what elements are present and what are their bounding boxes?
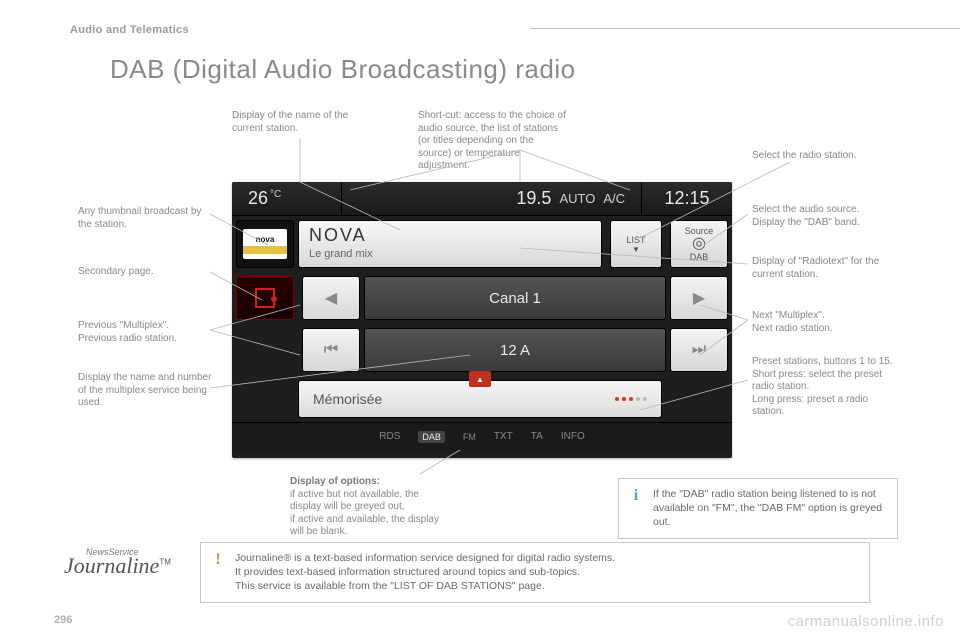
info-icon: i: [627, 487, 645, 505]
callout-mux: Display the name and number of the multi…: [78, 372, 218, 410]
section-label: Audio and Telematics: [70, 24, 890, 36]
callout-source: Select the audio source.Display the "DAB…: [752, 204, 902, 229]
prev-canal-button[interactable]: ◀: [302, 276, 360, 320]
page-title: DAB (Digital Audio Broadcasting) radio: [110, 54, 890, 85]
opt-fm[interactable]: FM: [463, 432, 476, 442]
preset-dots-icon: [615, 397, 647, 401]
callout-shortcut: Short-cut: access to the choice of audio…: [418, 110, 568, 173]
secondary-page-button[interactable]: [236, 276, 294, 320]
alert-icon: !: [209, 551, 227, 569]
callout-prev: Previous "Multiplex".Previous radio stat…: [78, 320, 218, 345]
antenna-icon: ◎: [692, 236, 706, 252]
station-sub-text: Le grand mix: [309, 248, 591, 260]
temp-readout[interactable]: 26°C: [232, 182, 342, 215]
options-bar[interactable]: RDS DAB FM TXT TA INFO: [232, 422, 732, 450]
opt-rds[interactable]: RDS: [379, 431, 400, 442]
preset-tab-icon: [469, 371, 491, 387]
info-journaline: ! Journaline® is a text-based informatio…: [200, 542, 870, 603]
callout-radiotext: Display of "Radiotext" for the current s…: [752, 256, 902, 281]
next-canal-button[interactable]: ▶: [670, 276, 728, 320]
prev-station-button[interactable]: ⏮: [302, 328, 360, 372]
preset-bar[interactable]: Mémorisée: [298, 380, 662, 418]
climate-readout[interactable]: 19.5 AUTO A/C: [342, 182, 642, 215]
watermark: carmanualsonline.info: [788, 613, 944, 630]
info-dab-fm: i If the "DAB" radio station being liste…: [618, 478, 898, 539]
station-info[interactable]: NOVA Le grand mix: [298, 220, 602, 268]
callout-next: Next "Multiplex".Next radio station.: [752, 310, 902, 335]
callout-options: Display of options: if active but not av…: [290, 476, 440, 539]
station-thumbnail[interactable]: nova: [236, 220, 294, 268]
screen-topbar[interactable]: 26°C 19.5 AUTO A/C 12:15: [232, 182, 732, 216]
source-button[interactable]: Source ◎ DAB: [670, 220, 728, 268]
station-name-text: NOVA: [309, 225, 591, 246]
canal-label: Canal 1: [364, 276, 666, 320]
callout-thumbnail: Any thumbnail broadcast by the station.: [78, 206, 218, 231]
callout-secondary: Secondary page.: [78, 266, 218, 279]
opt-info[interactable]: INFO: [561, 431, 585, 442]
mux-label: 12 A: [364, 328, 666, 372]
page-number: 296: [54, 614, 72, 626]
callout-select-station: Select the radio station.: [752, 150, 892, 163]
opt-txt[interactable]: TXT: [494, 431, 513, 442]
clock-readout: 12:15: [642, 182, 732, 215]
opt-dab[interactable]: DAB: [418, 431, 445, 443]
callout-station-name: Display of the name of the current stati…: [232, 110, 382, 135]
opt-ta[interactable]: TA: [531, 431, 543, 442]
list-button[interactable]: LIST▼: [610, 220, 662, 268]
dab-screen: 26°C 19.5 AUTO A/C 12:15 nova NOVA Le gr…: [232, 182, 732, 458]
journaline-logo: NewsService JournalineTM: [64, 548, 184, 576]
callout-presets: Preset stations, buttons 1 to 15. Short …: [752, 356, 902, 419]
next-station-button[interactable]: ⏭: [670, 328, 728, 372]
